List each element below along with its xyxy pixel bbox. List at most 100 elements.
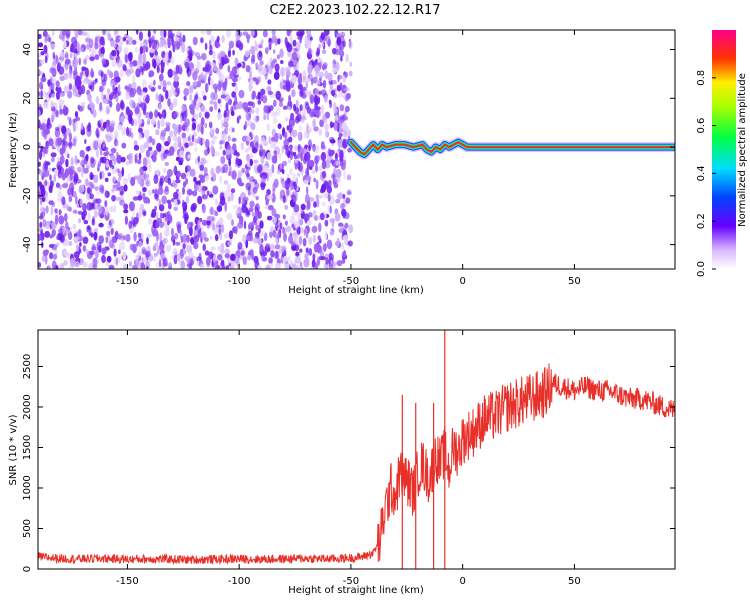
noise-point (324, 111, 331, 119)
noise-point (297, 76, 303, 85)
noise-point (245, 182, 252, 191)
noise-point (167, 202, 172, 210)
noise-point (120, 156, 126, 163)
noise-point (330, 139, 336, 144)
noise-point (201, 219, 208, 226)
noise-point (42, 218, 47, 228)
noise-point (232, 204, 239, 209)
noise-point (43, 101, 49, 109)
noise-point (332, 67, 338, 74)
noise-point (221, 224, 225, 233)
noise-point (244, 148, 249, 153)
noise-point (123, 263, 127, 269)
noise-point (38, 150, 43, 161)
noise-point (201, 90, 205, 97)
noise-point (242, 256, 247, 266)
noise-point (274, 251, 280, 260)
noise-point (55, 182, 60, 188)
noise-point (310, 36, 313, 41)
noise-point (304, 153, 308, 162)
noise-point (71, 36, 77, 45)
noise-point (45, 197, 49, 203)
noise-point (173, 199, 178, 206)
noise-point (123, 184, 128, 192)
noise-point (40, 229, 43, 236)
noise-point (221, 35, 225, 43)
noise-point (175, 179, 181, 184)
noise-point (148, 146, 153, 151)
noise-point (338, 227, 345, 234)
noise-point (186, 81, 191, 87)
noise-point (102, 98, 108, 105)
noise-point (99, 156, 105, 163)
noise-point (68, 140, 73, 150)
noise-point (68, 69, 72, 79)
noise-point (332, 79, 337, 85)
noise-point (270, 243, 274, 250)
noise-point (307, 64, 313, 75)
noise-point (44, 179, 48, 186)
noise-point (261, 66, 267, 76)
noise-point (290, 60, 294, 68)
noise-point (249, 109, 255, 114)
noise-point (199, 263, 205, 269)
noise-point (348, 224, 354, 234)
noise-point (52, 30, 55, 37)
noise-point (192, 81, 198, 87)
noise-point (104, 177, 109, 182)
noise-point (190, 238, 195, 245)
noise-point (175, 64, 180, 74)
noise-point (142, 45, 147, 54)
noise-point (123, 209, 129, 214)
noise-point (44, 250, 49, 255)
noise-point (250, 30, 255, 38)
noise-point (168, 50, 172, 60)
noise-point (215, 260, 219, 265)
noise-point (334, 114, 339, 121)
spectrogram-ytick-label: 40 (22, 43, 33, 56)
noise-point (244, 120, 248, 129)
noise-point (155, 92, 159, 101)
noise-point (65, 204, 70, 209)
noise-point (193, 51, 197, 56)
noise-point (314, 214, 318, 221)
noise-point (255, 224, 261, 231)
noise-point (286, 30, 291, 37)
noise-point (257, 99, 262, 105)
noise-point (106, 88, 111, 94)
noise-point (204, 123, 208, 128)
noise-point (80, 84, 86, 95)
noise-point (205, 139, 210, 149)
noise-point (131, 88, 137, 95)
noise-point (200, 52, 207, 61)
noise-point (231, 66, 237, 76)
noise-point (51, 221, 57, 230)
noise-point (268, 168, 273, 178)
noise-point (176, 136, 182, 143)
noise-point (249, 249, 254, 256)
noise-point (283, 232, 287, 242)
noise-point (342, 193, 346, 200)
noise-point (343, 212, 350, 220)
noise-point (89, 100, 93, 109)
noise-point (99, 101, 103, 111)
noise-point (45, 34, 51, 42)
noise-point (136, 254, 140, 260)
noise-point (320, 151, 327, 162)
noise-point (167, 214, 173, 224)
noise-point (300, 203, 306, 211)
noise-point (261, 175, 266, 184)
noise-point (313, 201, 317, 208)
noise-point (257, 264, 262, 269)
noise-point (222, 149, 226, 156)
noise-point (152, 228, 159, 237)
noise-point (322, 114, 326, 123)
noise-point (188, 251, 194, 259)
noise-point (94, 36, 98, 46)
noise-point (164, 257, 168, 267)
noise-point (210, 62, 216, 67)
noise-point (40, 51, 45, 56)
noise-point (345, 105, 350, 113)
noise-point (214, 151, 220, 157)
noise-point (263, 165, 269, 173)
